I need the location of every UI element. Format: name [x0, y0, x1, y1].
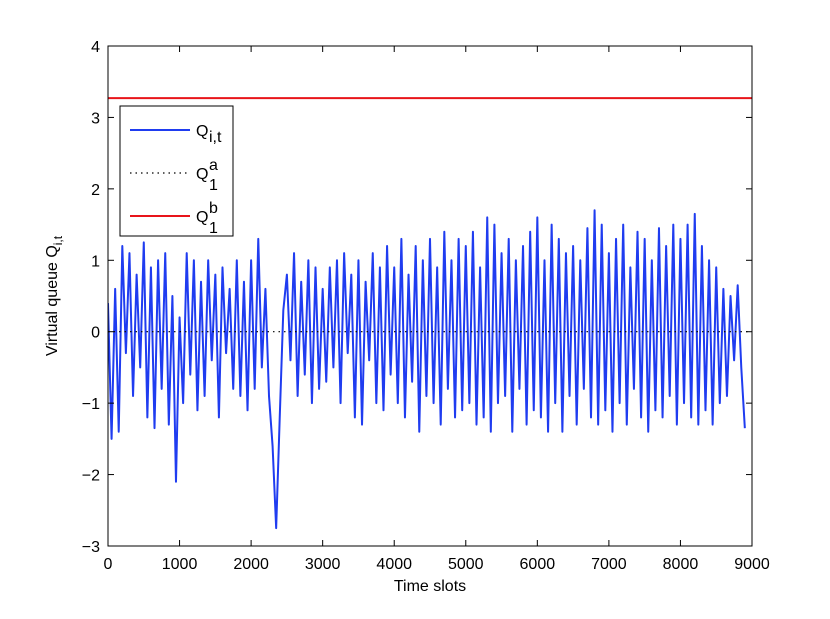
y-tick-label: 2	[91, 182, 100, 199]
x-tick-label: 7000	[591, 556, 627, 573]
legend-label: Q	[196, 209, 208, 226]
axes-box	[107, 45, 753, 547]
y-tick-label: 0	[91, 325, 100, 342]
legend-superscript: a	[209, 157, 218, 174]
x-tick-label: 1000	[162, 556, 198, 573]
x-tick-label: 8000	[663, 556, 699, 573]
x-tick-label: 6000	[520, 556, 556, 573]
x-axis-label: Time slots	[394, 578, 466, 595]
legend-subscript: 1	[209, 177, 218, 194]
x-tick-label: 0	[104, 556, 113, 573]
y-axis-label-text: Virtual queue Qi,t	[44, 235, 65, 356]
x-tick-label: 9000	[734, 556, 770, 573]
x-tick-label: 2000	[233, 556, 269, 573]
series-line	[108, 209, 746, 530]
legend-label: Q	[196, 166, 208, 183]
y-tick-label: −1	[82, 396, 100, 413]
y-label-sub: i,t	[51, 235, 65, 245]
y-tick-label: 3	[91, 110, 100, 127]
x-tick-label: 4000	[376, 556, 412, 573]
y-label-main: Virtual queue Q	[44, 245, 61, 356]
legend-box	[119, 105, 234, 237]
y-tick-label: 4	[91, 39, 100, 56]
legend-subscript: 1	[209, 220, 218, 237]
plot-area	[108, 97, 752, 530]
x-tick-label: 3000	[305, 556, 341, 573]
y-tick-label: −2	[82, 468, 100, 485]
y-tick-label: −3	[82, 539, 100, 556]
y-axis-label: Virtual queue Qi,t	[44, 235, 65, 356]
legend-superscript: b	[209, 200, 218, 217]
legend-subscript: i,t	[209, 129, 222, 146]
y-tick-label: 1	[91, 253, 100, 270]
x-tick-label: 5000	[448, 556, 484, 573]
legend-label: Q	[196, 123, 208, 140]
